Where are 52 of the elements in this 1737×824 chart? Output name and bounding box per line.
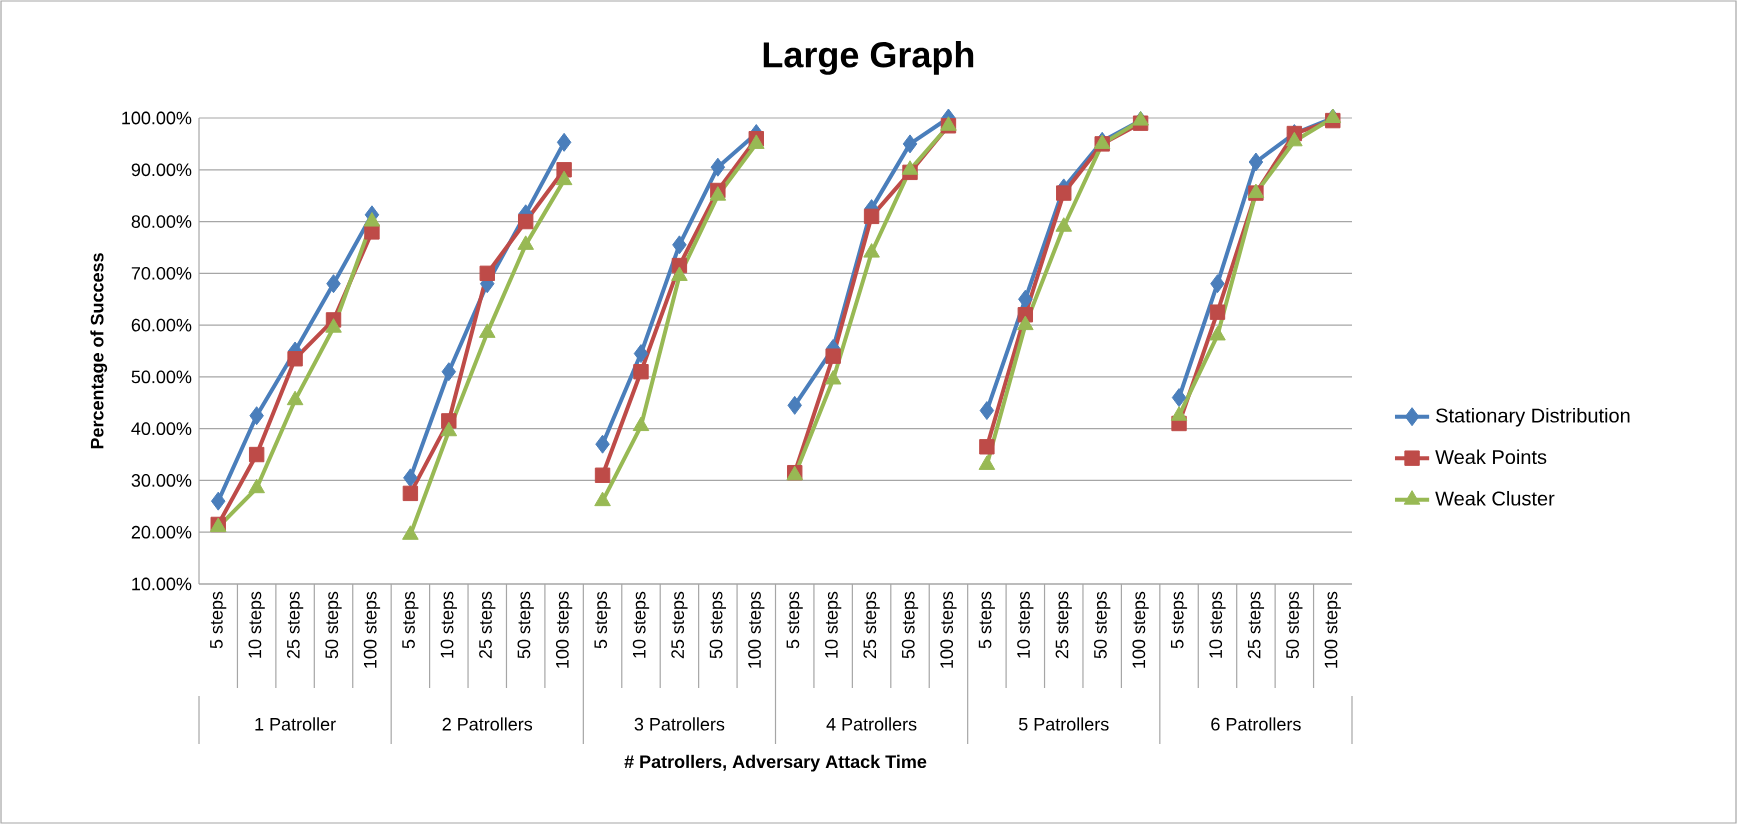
x-tick-label: 25 steps — [1247, 591, 1265, 659]
y-tick-label: 40.00% — [131, 422, 192, 436]
y-tick-label: 10.00% — [132, 577, 192, 591]
x-tick-label: 5 steps — [210, 591, 227, 649]
x-tick-label: 10 steps — [440, 591, 457, 658]
text: 2 Patrollers — [442, 717, 533, 731]
y-tick-label: 60.00% — [131, 318, 192, 332]
x-tick-label: 100 steps — [1132, 591, 1149, 668]
x-tick-label: 100 steps — [555, 591, 573, 668]
y-tick-label: 30.00% — [131, 474, 192, 487]
text: 1 Patroller — [255, 717, 336, 731]
x-tick-label: 10 steps — [1017, 591, 1034, 658]
text: 3 Patrollers — [634, 717, 725, 731]
x-tick-label: 100 steps — [748, 591, 765, 668]
x-tick-label: 25 steps — [479, 591, 496, 659]
x-tick-label: 25 steps — [286, 591, 304, 659]
x-tick-label: 25 steps — [671, 591, 688, 659]
x-tick-label: 50 steps — [1094, 591, 1111, 659]
text: 6 Patrollers — [1211, 717, 1301, 731]
y-tick-label: 80.00% — [131, 215, 192, 228]
legend-label: Weak Cluster — [1435, 490, 1555, 506]
text: 5 Patrollers — [1018, 717, 1109, 731]
x-tick-label: 50 steps — [325, 591, 342, 659]
x-tick-label: 5 steps — [594, 591, 611, 649]
x-tick-label: 10 steps — [1209, 591, 1226, 658]
y-tick-label: 50.00% — [131, 370, 192, 384]
x-tick-label: 50 steps — [517, 591, 534, 659]
y-tick-label: 90.00% — [131, 163, 192, 177]
x-tick-label: 10 steps — [632, 591, 650, 658]
x-tick-label: 50 steps — [1286, 591, 1303, 659]
legend-label: Weak Points — [1435, 449, 1547, 465]
x-axis-title: # Patrollers, Adversary Attack Time — [624, 754, 927, 772]
chart-title: Large Graph — [763, 41, 974, 75]
y-axis-title: Percentage of Success — [90, 253, 108, 449]
x-tick-label: 5 steps — [786, 591, 803, 649]
x-tick-label: 100 steps — [940, 591, 957, 668]
x-tick-label: 25 steps — [1055, 591, 1072, 659]
y-tick-label: 70.00% — [131, 266, 192, 280]
x-tick-label: 50 steps — [709, 591, 726, 659]
x-tick-label: 100 steps — [1324, 591, 1341, 668]
x-tick-label: 100 steps — [363, 591, 381, 668]
text: 4 Patrollers — [826, 717, 917, 731]
x-tick-label: 10 steps — [824, 591, 842, 658]
x-tick-label: 5 steps — [978, 591, 995, 649]
x-tick-label: 25 steps — [863, 591, 880, 659]
y-tick-label: 20.00% — [131, 525, 192, 539]
legend-label: Stationary Distribution — [1436, 407, 1630, 427]
x-tick-label: 50 steps — [901, 591, 919, 659]
x-tick-label: 5 steps — [402, 591, 419, 649]
y-tick-label: 100.00% — [122, 111, 192, 125]
x-tick-label: 5 steps — [1170, 591, 1188, 649]
x-tick-label: 10 steps — [248, 591, 265, 658]
